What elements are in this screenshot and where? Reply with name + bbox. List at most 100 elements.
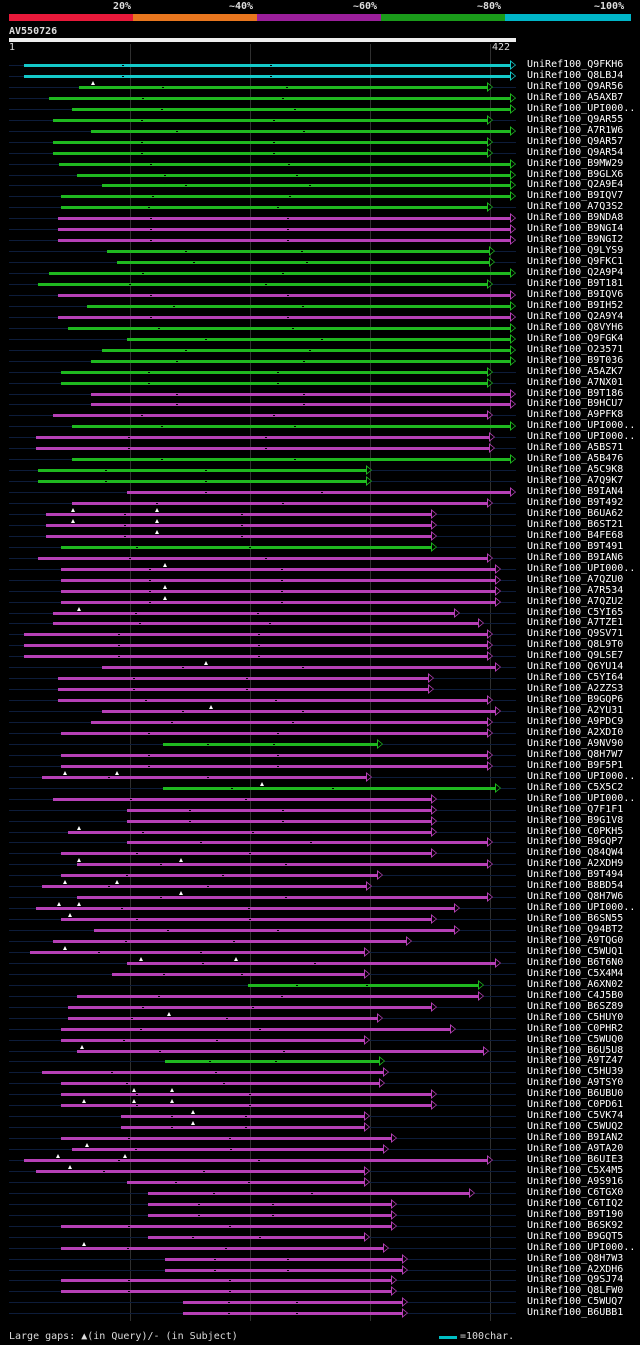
hit-bar[interactable] — [48, 272, 510, 275]
hit-label[interactable]: UniRef100_C5YI65 — [527, 607, 624, 618]
hit-label[interactable]: UniRef100_C5HUY0 — [527, 1012, 624, 1023]
hit-label[interactable]: UniRef100_B9IAN4 — [527, 486, 624, 497]
hit-label[interactable]: UniRef100_B9IAN2 — [527, 1132, 624, 1143]
hit-bar[interactable] — [61, 206, 487, 209]
hit-label[interactable]: UniRef100_Q2A9Y4 — [527, 311, 624, 322]
hit-bar[interactable] — [61, 371, 487, 374]
hit-bar[interactable] — [61, 1039, 364, 1042]
hit-label[interactable]: UniRef100_C5WUQ1 — [527, 946, 624, 957]
hit-bar[interactable] — [61, 852, 431, 855]
hit-bar[interactable] — [120, 1115, 364, 1118]
hit-label[interactable]: UniRef100_Q8LFW0 — [527, 1285, 624, 1296]
hit-bar[interactable] — [61, 1028, 451, 1031]
hit-label[interactable]: UniRef100_Q94BT2 — [527, 924, 624, 935]
hit-bar[interactable] — [76, 174, 510, 177]
hit-bar[interactable] — [53, 612, 454, 615]
hit-bar[interactable] — [90, 130, 510, 133]
hit-label[interactable]: UniRef100_Q9FKH6 — [527, 59, 624, 70]
hit-bar[interactable] — [68, 831, 431, 834]
hit-label[interactable]: UniRef100_A9PDC9 — [527, 716, 624, 727]
hit-bar[interactable] — [61, 382, 487, 385]
hit-label[interactable]: UniRef100_B9NDA8 — [527, 212, 624, 223]
hit-bar[interactable] — [61, 1225, 391, 1228]
hit-bar[interactable] — [57, 677, 429, 680]
hit-bar[interactable] — [126, 809, 431, 812]
hit-bar[interactable] — [61, 1082, 380, 1085]
hit-bar[interactable] — [102, 666, 495, 669]
hit-bar[interactable] — [61, 1137, 391, 1140]
hit-label[interactable]: UniRef100_C5WUQ0 — [527, 1034, 624, 1045]
hit-label[interactable]: UniRef100_Q9SJ74 — [527, 1274, 624, 1285]
hit-label[interactable]: UniRef100_A5AXB7 — [527, 92, 624, 103]
hit-label[interactable]: UniRef100_B9IQV7 — [527, 190, 624, 201]
hit-bar[interactable] — [126, 841, 487, 844]
hit-bar[interactable] — [24, 75, 510, 78]
hit-bar[interactable] — [102, 184, 510, 187]
hit-label[interactable]: UniRef100_A6XN02 — [527, 979, 624, 990]
hit-label[interactable]: UniRef100_A7R534 — [527, 585, 624, 596]
hit-bar[interactable] — [57, 688, 429, 691]
hit-label[interactable]: UniRef100_B9T494 — [527, 869, 624, 880]
hit-bar[interactable] — [126, 1181, 364, 1184]
hit-bar[interactable] — [46, 524, 431, 527]
hit-label[interactable]: UniRef100_B9GLX6 — [527, 169, 624, 180]
hit-bar[interactable] — [76, 863, 487, 866]
hit-bar[interactable] — [41, 776, 367, 779]
hit-label[interactable]: UniRef100_B6UIE3 — [527, 1154, 624, 1165]
hit-bar[interactable] — [126, 820, 431, 823]
hit-label[interactable]: UniRef100_A5BS71 — [527, 442, 624, 453]
hit-bar[interactable] — [90, 721, 487, 724]
hit-label[interactable]: UniRef100_C6TGX0 — [527, 1187, 624, 1198]
hit-label[interactable]: UniRef100_B9NGI4 — [527, 223, 624, 234]
hit-bar[interactable] — [57, 239, 510, 242]
hit-label[interactable]: UniRef100_C4J5B0 — [527, 990, 624, 1001]
hit-label[interactable]: UniRef100_A9NV90 — [527, 738, 624, 749]
hit-bar[interactable] — [57, 228, 510, 231]
hit-label[interactable]: UniRef100_B6UBU0 — [527, 1088, 624, 1099]
hit-bar[interactable] — [71, 1148, 383, 1151]
hit-bar[interactable] — [90, 360, 510, 363]
hit-bar[interactable] — [24, 655, 487, 658]
hit-bar[interactable] — [68, 327, 510, 330]
hit-label[interactable]: UniRef100_Q9AR54 — [527, 147, 624, 158]
hit-label[interactable]: UniRef100_Q9AR55 — [527, 114, 624, 125]
hit-label[interactable]: UniRef100_A9S916 — [527, 1176, 624, 1187]
hit-bar[interactable] — [68, 1017, 377, 1020]
hit-label[interactable]: UniRef100_UPI000.. — [527, 431, 636, 442]
hit-label[interactable]: UniRef100_UPI000.. — [527, 793, 636, 804]
hit-label[interactable]: UniRef100_B9MW29 — [527, 158, 624, 169]
hit-bar[interactable] — [53, 119, 487, 122]
hit-bar[interactable] — [24, 633, 487, 636]
hit-bar[interactable] — [57, 294, 510, 297]
hit-label[interactable]: UniRef100_B9IH52 — [527, 300, 624, 311]
hit-bar[interactable] — [87, 305, 510, 308]
hit-label[interactable]: UniRef100_Q9LSE7 — [527, 650, 624, 661]
hit-bar[interactable] — [46, 513, 431, 516]
hit-bar[interactable] — [61, 1247, 383, 1250]
hit-label[interactable]: UniRef100_Q8H7W3 — [527, 1253, 624, 1264]
hit-label[interactable]: UniRef100_B6UA62 — [527, 508, 624, 519]
hit-label[interactable]: UniRef100_UPI000.. — [527, 103, 636, 114]
hit-label[interactable]: UniRef100_C5YI64 — [527, 672, 624, 683]
hit-label[interactable]: UniRef100_B8BD54 — [527, 880, 624, 891]
hit-label[interactable]: UniRef100_A7TZE1 — [527, 617, 624, 628]
hit-label[interactable]: UniRef100_A9TQG0 — [527, 935, 624, 946]
hit-label[interactable]: UniRef100_Q9AR56 — [527, 81, 624, 92]
hit-bar[interactable] — [76, 995, 479, 998]
hit-bar[interactable] — [61, 754, 487, 757]
hit-label[interactable]: UniRef100_UPI000.. — [527, 420, 636, 431]
hit-bar[interactable] — [57, 217, 510, 220]
hit-bar[interactable] — [165, 1060, 380, 1063]
hit-label[interactable]: UniRef100_Q7F1F1 — [527, 804, 624, 815]
hit-label[interactable]: UniRef100_Q8H7W6 — [527, 891, 624, 902]
hit-label[interactable]: UniRef100_A7Q9K7 — [527, 475, 624, 486]
hit-bar[interactable] — [182, 1301, 403, 1304]
hit-label[interactable]: UniRef100_Q8LBJ4 — [527, 70, 624, 81]
hit-label[interactable]: UniRef100_A9TZ47 — [527, 1055, 624, 1066]
hit-bar[interactable] — [61, 601, 495, 604]
hit-label[interactable]: UniRef100_C5X5C2 — [527, 782, 624, 793]
hit-label[interactable]: UniRef100_B9GQP7 — [527, 836, 624, 847]
hit-bar[interactable] — [61, 1279, 391, 1282]
hit-bar[interactable] — [53, 152, 487, 155]
hit-label[interactable]: UniRef100_A2XDH6 — [527, 1264, 624, 1275]
